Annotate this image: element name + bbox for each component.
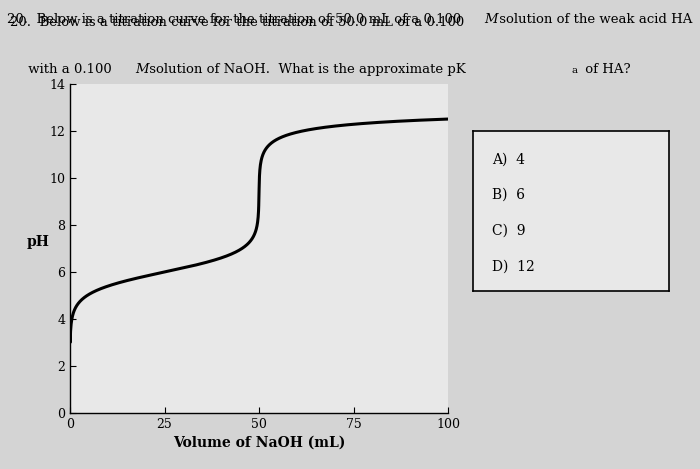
Text: M: M: [135, 63, 148, 76]
Y-axis label: pH: pH: [27, 234, 50, 249]
Text: B)  6: B) 6: [492, 188, 525, 202]
Text: of HA?: of HA?: [581, 63, 631, 76]
Text: solution of NaOH.  What is the approximate pK: solution of NaOH. What is the approximat…: [145, 63, 466, 76]
Text: 20.  Below is a titration curve for the titration of 50.0 mL of a 0.100: 20. Below is a titration curve for the t…: [10, 16, 469, 30]
Text: C)  9: C) 9: [492, 223, 526, 237]
Text: solution of the weak acid HA: solution of the weak acid HA: [495, 13, 692, 26]
Text: a: a: [572, 66, 578, 75]
Text: with a 0.100: with a 0.100: [7, 63, 116, 76]
Text: M: M: [484, 13, 498, 26]
Text: 20.  Below is a titration curve for the titration of 50.0 mL of a 0.100: 20. Below is a titration curve for the t…: [7, 13, 466, 26]
Text: D)  12: D) 12: [492, 260, 535, 274]
Text: A)  4: A) 4: [492, 153, 525, 167]
X-axis label: Volume of NaOH (mL): Volume of NaOH (mL): [173, 436, 345, 450]
